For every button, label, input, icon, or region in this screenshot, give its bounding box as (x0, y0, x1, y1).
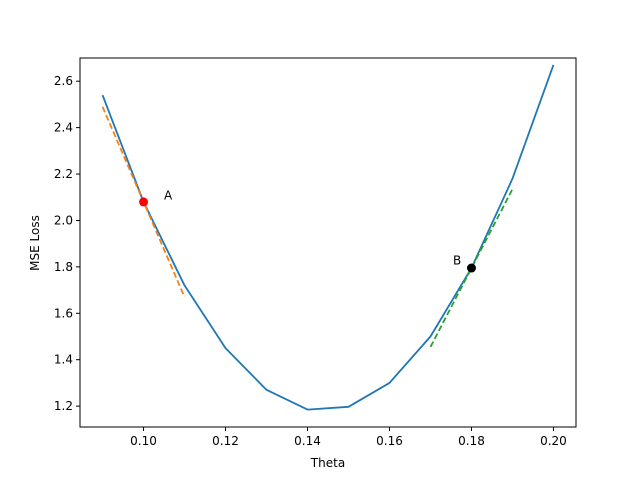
x-tick-label: 0.14 (294, 434, 321, 448)
plot-area: AB (101, 64, 555, 411)
y-tick-label: 1.8 (54, 260, 73, 274)
y-tick-label: 1.6 (54, 306, 73, 320)
y-tick-label: 1.2 (54, 399, 73, 413)
y-tick-label: 2.6 (54, 74, 73, 88)
y-tick-label: 2.4 (54, 121, 73, 135)
y-tick-label: 2.0 (54, 213, 73, 227)
axes: 0.10 0.12 0.14 0.16 0.18 0.20 1.2 1.4 1.6 1.8 2.0 2… (54, 57, 577, 448)
point-b-marker (466, 263, 476, 273)
x-tick-label: 0.12 (212, 434, 239, 448)
point-a-marker (139, 197, 149, 207)
x-tick-label: 0.20 (540, 434, 567, 448)
point-b-label: B (453, 254, 461, 268)
x-axis-label: Theta (310, 456, 345, 470)
x-tick-label: 0.18 (458, 434, 485, 448)
y-axis-label: MSE Loss (28, 215, 42, 271)
tangent-line-2 (429, 188, 514, 348)
y-tick-label: 2.2 (54, 167, 73, 181)
axes-frame (79, 57, 577, 428)
y-tick-label: 1.4 (54, 353, 73, 367)
point-a-label: A (164, 189, 173, 203)
loss-curve-line (101, 64, 555, 411)
x-tick-label: 0.10 (130, 434, 157, 448)
x-tick-label: 0.16 (376, 434, 403, 448)
